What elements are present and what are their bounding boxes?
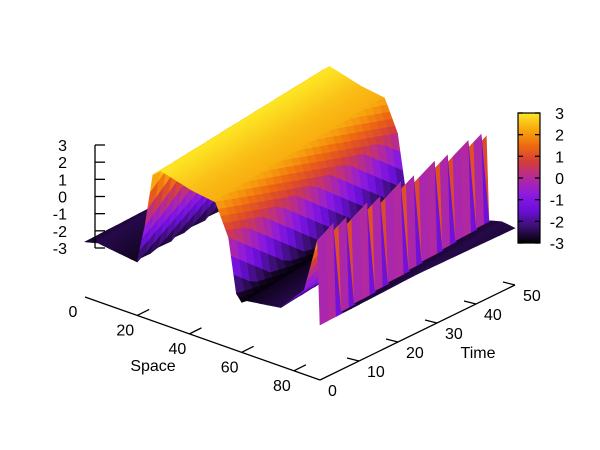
time-tick-label: 30 — [445, 326, 463, 343]
time-axis-line — [319, 284, 516, 381]
space-tick — [189, 327, 202, 335]
time-tick — [502, 281, 516, 286]
z-tick-label: -1 — [53, 207, 67, 224]
time-tick — [463, 300, 477, 305]
space-tick-label: 40 — [169, 341, 187, 358]
z-tick-label: -3 — [53, 241, 67, 258]
z-tick-label: 1 — [58, 172, 67, 189]
time-tick-label: 20 — [406, 345, 424, 362]
space-axis-title: Space — [130, 358, 175, 375]
z-tick-label: -2 — [53, 224, 67, 241]
space-axis-line — [84, 296, 321, 381]
space-tick-label: 20 — [116, 322, 134, 339]
space-tick — [241, 345, 254, 353]
space-tick — [136, 308, 150, 317]
colorbar-tick-label: 1 — [555, 149, 564, 166]
time-tick-label: 40 — [484, 307, 502, 324]
time-tick — [424, 319, 438, 324]
colorbar-tick-label: 2 — [555, 128, 564, 145]
colorbar-tick-label: -1 — [550, 193, 564, 210]
time-tick — [346, 357, 360, 362]
surface — [83, 66, 516, 326]
time-tick — [385, 338, 399, 343]
colorbar-tick-label: 3 — [555, 106, 564, 123]
colorbar: 3 2 1 0 -1 -2 -3 — [517, 106, 564, 253]
z-tick-label: 2 — [58, 155, 67, 172]
colorbar-tick-label: 0 — [555, 171, 564, 188]
surface-patch — [317, 231, 329, 326]
space-tick-label: 80 — [273, 378, 291, 395]
space-tick-label: 60 — [221, 359, 239, 376]
time-tick-label: 0 — [328, 383, 337, 400]
z-tick-label: 0 — [58, 190, 67, 207]
space-tick — [293, 364, 307, 372]
time-tick-label: 50 — [523, 288, 541, 305]
colorbar-tick-label: -2 — [550, 214, 564, 231]
time-tick-label: 10 — [367, 364, 385, 381]
z-tick-label: 3 — [58, 138, 67, 155]
space-tick-label: 0 — [69, 304, 78, 321]
colorbar-tick-label: -3 — [550, 236, 564, 253]
time-axis-title: Time — [461, 345, 496, 362]
